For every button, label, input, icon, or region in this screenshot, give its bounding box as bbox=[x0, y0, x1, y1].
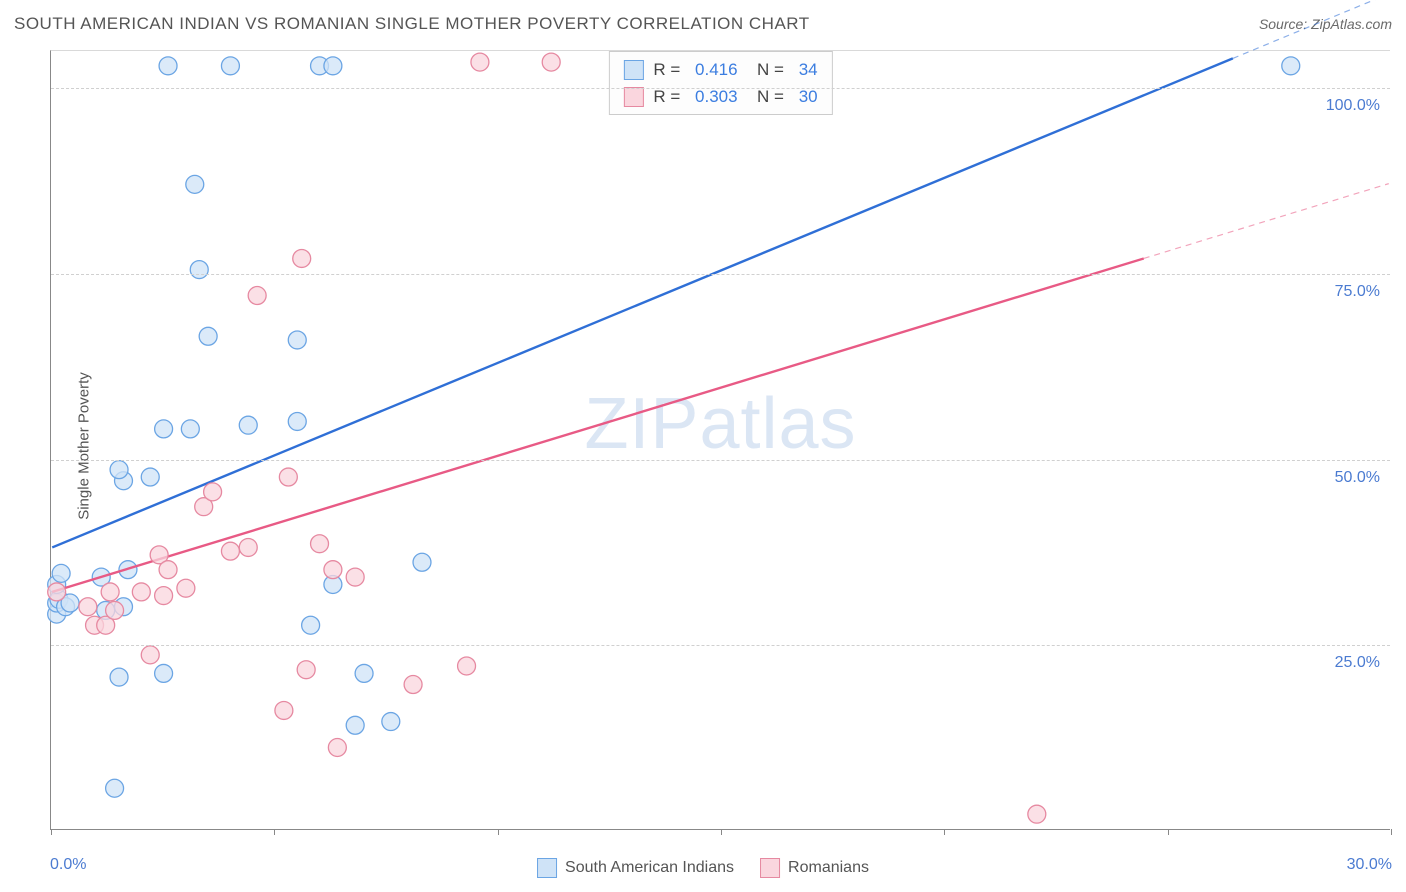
x-tick bbox=[1168, 829, 1169, 835]
legend-n-label: N = bbox=[748, 56, 789, 83]
legend-r-label: R = bbox=[653, 56, 685, 83]
legend-n-value: 34 bbox=[799, 56, 818, 83]
legend-swatch-pink bbox=[623, 87, 643, 107]
gridline-h bbox=[51, 88, 1390, 89]
legend-bottom-item-0: South American Indians bbox=[537, 858, 734, 878]
chart-svg bbox=[51, 51, 1390, 829]
chart-area: ZIPatlas R = 0.416 N = 34 R = 0.303 N = … bbox=[50, 50, 1390, 830]
y-tick-label: 25.0% bbox=[1335, 654, 1380, 672]
y-tick-label: 50.0% bbox=[1335, 469, 1380, 487]
legend-top-row-0: R = 0.416 N = 34 bbox=[623, 56, 817, 83]
gridline-h bbox=[51, 274, 1390, 275]
x-tick bbox=[498, 829, 499, 835]
x-axis-label-max: 30.0% bbox=[1347, 856, 1392, 874]
legend-r-value: 0.416 bbox=[695, 56, 738, 83]
x-tick bbox=[721, 829, 722, 835]
gridline-h bbox=[51, 460, 1390, 461]
gridline-h bbox=[51, 645, 1390, 646]
legend-bottom-label: South American Indians bbox=[565, 859, 734, 877]
y-tick-label: 75.0% bbox=[1335, 283, 1380, 301]
legend-swatch-blue bbox=[537, 858, 557, 878]
legend-top: R = 0.416 N = 34 R = 0.303 N = 30 bbox=[608, 51, 832, 115]
x-tick bbox=[51, 829, 52, 835]
chart-title: SOUTH AMERICAN INDIAN VS ROMANIAN SINGLE… bbox=[14, 14, 810, 34]
x-tick bbox=[944, 829, 945, 835]
source-label: Source: ZipAtlas.com bbox=[1259, 16, 1392, 32]
legend-swatch-blue bbox=[623, 60, 643, 80]
legend-bottom-label: Romanians bbox=[788, 859, 869, 877]
legend-bottom: South American Indians Romanians bbox=[537, 858, 869, 878]
y-tick-label: 100.0% bbox=[1326, 97, 1380, 115]
x-tick bbox=[1391, 829, 1392, 835]
header: SOUTH AMERICAN INDIAN VS ROMANIAN SINGLE… bbox=[14, 14, 1392, 34]
legend-swatch-pink bbox=[760, 858, 780, 878]
x-tick bbox=[274, 829, 275, 835]
legend-bottom-item-1: Romanians bbox=[760, 858, 869, 878]
x-axis-label-min: 0.0% bbox=[50, 856, 86, 874]
